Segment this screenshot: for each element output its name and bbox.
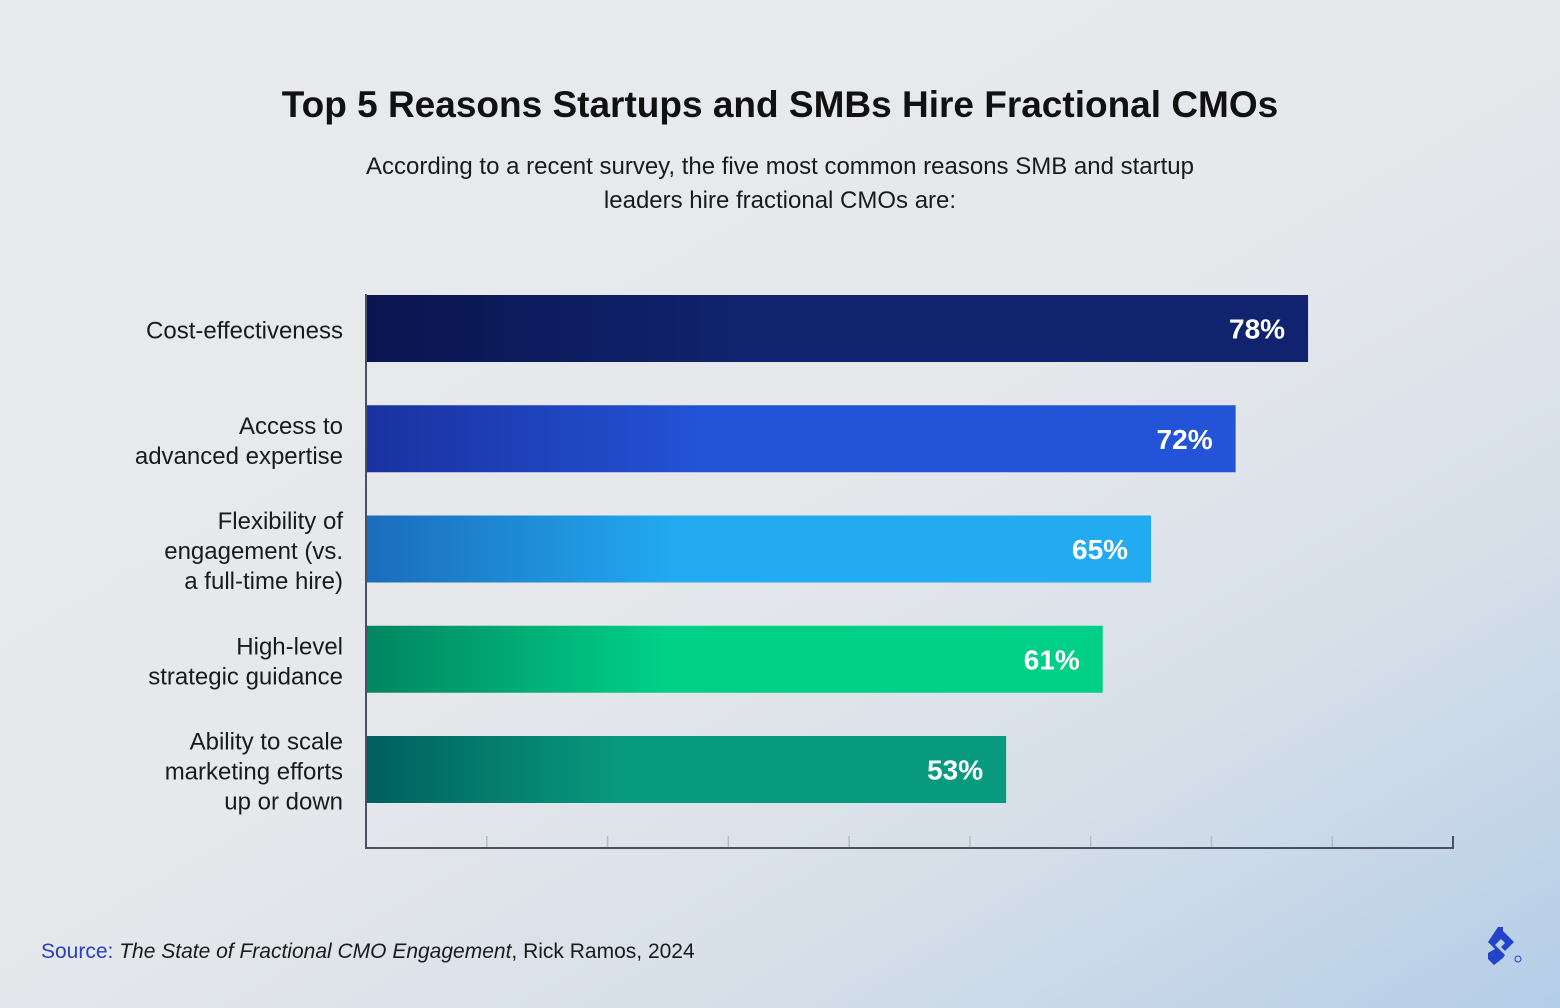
category-label: strategic guidance — [148, 663, 343, 690]
category-label: High-level — [236, 633, 343, 660]
bar — [366, 625, 1103, 693]
value-label: 53% — [927, 755, 983, 786]
value-label: 72% — [1157, 424, 1213, 455]
chart-title: Top 5 Reasons Startups and SMBs Hire Fra… — [281, 84, 1279, 125]
value-label: 78% — [1229, 314, 1285, 345]
bar — [366, 295, 1309, 362]
bar — [366, 515, 1152, 583]
category-label: engagement (vs. — [164, 538, 343, 565]
toptal-logo-icon — [1488, 927, 1522, 965]
value-label: 65% — [1072, 534, 1128, 565]
bar — [366, 736, 1007, 803]
category-label: Ability to scale — [190, 729, 343, 756]
chart-subtitle: According to a recent survey, the five m… — [366, 153, 1194, 214]
source-label: Source: — [41, 940, 114, 963]
source-note: Source: The State of Fractional CMO Enga… — [41, 940, 695, 964]
category-label: Access to — [239, 413, 343, 440]
category-label: a full-time hire) — [184, 568, 343, 595]
bar — [366, 405, 1236, 473]
source-details: , Rick Ramos, 2024 — [511, 940, 695, 963]
category-label: Flexibility of — [218, 508, 344, 535]
category-label: Cost-effectiveness — [146, 318, 343, 345]
category-label: up or down — [224, 789, 343, 816]
source-work-title: The State of Fractional CMO Engagement — [119, 940, 512, 963]
value-label: 61% — [1024, 644, 1080, 675]
category-label: advanced expertise — [135, 443, 343, 470]
category-label: marketing efforts — [165, 759, 343, 786]
